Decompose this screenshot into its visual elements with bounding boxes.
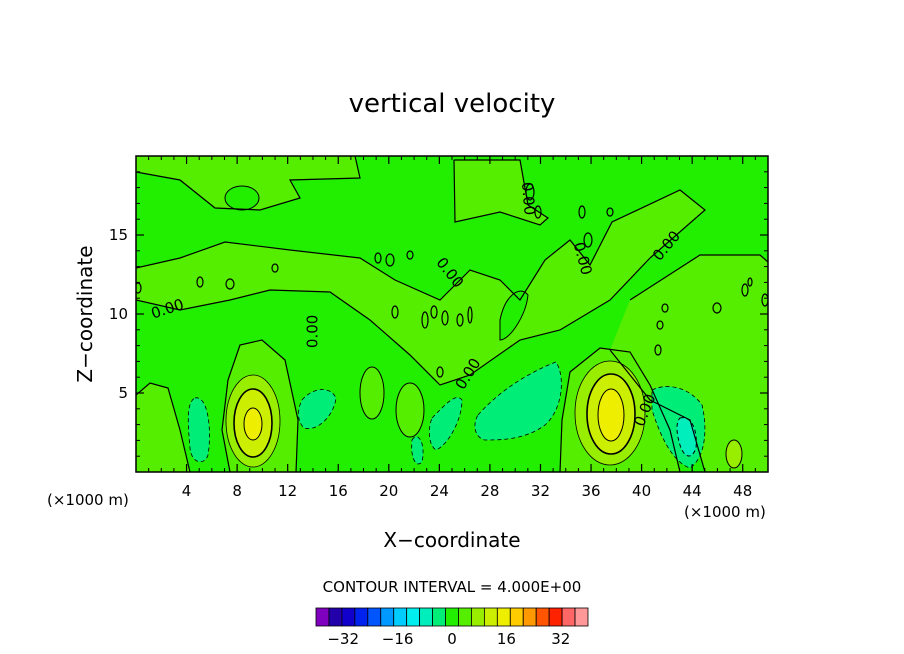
chart-title: vertical velocity [349, 89, 556, 119]
band-upper-right [454, 160, 548, 225]
x-tick-label-8: 36 [581, 482, 600, 500]
y-tick-label-1: 10 [109, 305, 128, 323]
positive-blob-3 [725, 439, 743, 469]
plot-area: 0.000.000.000.000.000.000.000.00 [136, 156, 768, 472]
colorbar-swatch-20 [574, 607, 589, 627]
updraft-left-core [243, 407, 263, 441]
colorbar-swatch-11 [458, 607, 472, 627]
band-lower-right [610, 255, 768, 472]
colorbar-tick-label-4: 32 [551, 630, 570, 648]
downdraft-cell-2 [298, 389, 337, 429]
colorbar-swatch-8 [419, 607, 433, 627]
updraft-right-core [597, 388, 625, 442]
x-tick-label-11: 48 [733, 482, 752, 500]
colorbar-swatch-4 [367, 607, 382, 627]
x-axis-label: X−coordinate [383, 528, 520, 552]
x-axis: 4 8 12 16 20 24 28 32 36 40 44 48 [148, 156, 756, 500]
contour-label-1: 0.00 [303, 315, 321, 348]
x-tick-label-1: 8 [232, 482, 242, 500]
colorbar-swatch-0 [315, 607, 330, 627]
positive-blob-2 [395, 382, 425, 438]
y-tick-label-0: 5 [118, 384, 128, 402]
downdraft-cell-3 [411, 436, 424, 465]
contour-label-4: 0.00 [518, 181, 539, 216]
colorbar-swatch-19 [561, 607, 576, 627]
colorbar-tick-label-1: −16 [382, 630, 414, 648]
colorbar-tick-label-0: −32 [327, 630, 359, 648]
x-unit-left: (×1000 m) [47, 491, 129, 509]
colorbar-swatch-6 [393, 607, 408, 627]
colorbar-swatch-18 [548, 607, 563, 627]
x-unit-right: (×1000 m) [684, 503, 766, 521]
colorbar-swatch-17 [535, 607, 550, 627]
contour-interval-text: CONTOUR INTERVAL = 4.000E+00 [323, 578, 582, 596]
downdraft-cell-4 [428, 397, 463, 451]
x-tick-label-9: 40 [632, 482, 651, 500]
colorbar-swatch-16 [522, 607, 537, 627]
zero-contours [136, 156, 768, 472]
x-tick-label-7: 32 [531, 482, 550, 500]
colorbar-swatch-5 [380, 607, 395, 627]
y-axis-label: Z−coordinate [73, 245, 97, 382]
colorbar-swatch-9 [432, 607, 446, 627]
downdraft-cell-1 [187, 397, 210, 463]
colorbar-swatch-3 [354, 607, 369, 627]
colorbar-swatch-13 [483, 607, 498, 627]
colorbar-swatch-15 [509, 607, 524, 627]
y-tick-label-2: 15 [109, 226, 128, 244]
positive-blob-5 [499, 290, 529, 341]
band-lower-left [136, 383, 190, 472]
colorbar-tick-label-3: 16 [497, 630, 516, 648]
colorbar-swatch-7 [406, 607, 421, 627]
x-tick-label-6: 28 [480, 482, 499, 500]
colorbar-swatch-1 [328, 607, 343, 627]
positive-blob-4 [224, 185, 260, 211]
band-diagonal [136, 190, 705, 385]
colorbar-swatch-12 [471, 607, 485, 627]
x-tick-label-4: 20 [379, 482, 398, 500]
colorbar-tick-label-2: 0 [447, 630, 457, 648]
x-tick-label-3: 16 [329, 482, 348, 500]
colorbar-swatch-2 [341, 607, 356, 627]
colorbar-tick-labels: −32 −16 0 16 32 [327, 630, 570, 648]
colorbar-swatch-10 [445, 607, 459, 627]
colorbar [315, 607, 589, 627]
y-axis: 5 10 15 [109, 171, 768, 457]
x-tick-label-2: 12 [278, 482, 297, 500]
x-tick-label-10: 44 [683, 482, 702, 500]
band-upper [136, 156, 360, 210]
positive-blob-1 [359, 366, 385, 420]
x-tick-label-0: 4 [182, 482, 192, 500]
x-tick-label-5: 24 [430, 482, 449, 500]
colorbar-swatch-14 [496, 607, 511, 627]
downdraft-cell-5 [474, 361, 562, 441]
